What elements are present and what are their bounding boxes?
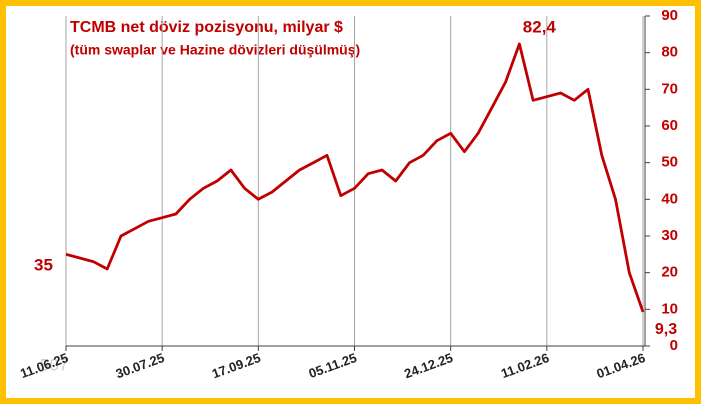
annotation: 35 [34, 255, 53, 274]
y-tick-label: 70 [661, 80, 678, 97]
y-tick-label: 10 [661, 300, 678, 317]
y-tick-label: 30 [661, 227, 678, 244]
value-label: 9,3 [655, 321, 677, 338]
y-tick-label: 20 [661, 264, 678, 281]
y-tick-label: 0 [670, 337, 678, 354]
background [6, 6, 695, 398]
y-tick-label: 50 [661, 154, 678, 171]
y-tick-label: 80 [661, 44, 678, 61]
y-tick-label: 60 [661, 117, 678, 134]
line [65, 42, 645, 313]
value-label: 82,4 [523, 17, 557, 36]
chart-subtitle: (tüm swaplar ve Hazine dövizleri düşülmü… [70, 42, 360, 58]
y-tick-label: 40 [661, 190, 678, 207]
y-tick-label: 90 [661, 7, 678, 24]
watermark: 507 [40, 355, 68, 374]
chart-title: TCMB net döviz pozisyonu, milyar $ [70, 19, 343, 36]
